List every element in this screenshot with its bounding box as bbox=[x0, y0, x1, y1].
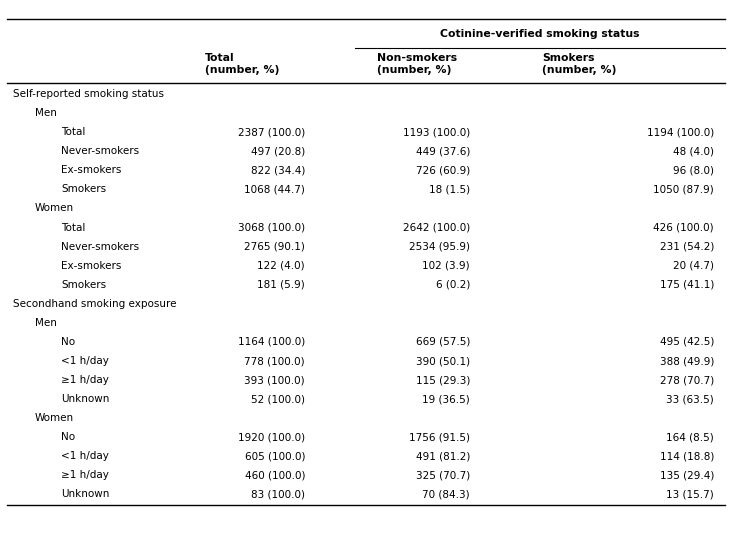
Text: 70 (84.3): 70 (84.3) bbox=[422, 489, 470, 499]
Text: <1 h/day: <1 h/day bbox=[61, 452, 109, 461]
Text: 33 (63.5): 33 (63.5) bbox=[666, 394, 714, 404]
Text: 449 (37.6): 449 (37.6) bbox=[416, 146, 470, 156]
Text: 278 (70.7): 278 (70.7) bbox=[660, 375, 714, 385]
Text: Unknown: Unknown bbox=[61, 394, 110, 404]
Text: 13 (15.7): 13 (15.7) bbox=[666, 489, 714, 499]
Text: 19 (36.5): 19 (36.5) bbox=[422, 394, 470, 404]
Text: Non-smokers
(number, %): Non-smokers (number, %) bbox=[377, 53, 457, 75]
Text: 164 (8.5): 164 (8.5) bbox=[666, 432, 714, 442]
Text: No: No bbox=[61, 337, 75, 347]
Text: 497 (20.8): 497 (20.8) bbox=[251, 146, 305, 156]
Text: 52 (100.0): 52 (100.0) bbox=[251, 394, 305, 404]
Text: 6 (0.2): 6 (0.2) bbox=[436, 279, 470, 290]
Text: 231 (54.2): 231 (54.2) bbox=[660, 242, 714, 252]
Text: 393 (100.0): 393 (100.0) bbox=[244, 375, 305, 385]
Text: <1 h/day: <1 h/day bbox=[61, 356, 109, 366]
Text: Never-smokers: Never-smokers bbox=[61, 242, 139, 252]
Text: 1050 (87.9): 1050 (87.9) bbox=[653, 185, 714, 195]
Text: 48 (4.0): 48 (4.0) bbox=[673, 146, 714, 156]
Text: 605 (100.0): 605 (100.0) bbox=[244, 452, 305, 461]
Text: 96 (8.0): 96 (8.0) bbox=[673, 165, 714, 175]
Text: Men: Men bbox=[34, 318, 56, 328]
Text: Self-reported smoking status: Self-reported smoking status bbox=[13, 89, 164, 99]
Text: Ex-smokers: Ex-smokers bbox=[61, 165, 122, 175]
Text: 1920 (100.0): 1920 (100.0) bbox=[238, 432, 305, 442]
Text: 114 (18.8): 114 (18.8) bbox=[660, 452, 714, 461]
Text: 778 (100.0): 778 (100.0) bbox=[244, 356, 305, 366]
Text: 115 (29.3): 115 (29.3) bbox=[416, 375, 470, 385]
Text: 495 (42.5): 495 (42.5) bbox=[660, 337, 714, 347]
Text: Smokers
(number, %): Smokers (number, %) bbox=[542, 53, 616, 75]
Text: Never-smokers: Never-smokers bbox=[61, 146, 139, 156]
Text: Secondhand smoking exposure: Secondhand smoking exposure bbox=[13, 299, 176, 309]
Text: ≥1 h/day: ≥1 h/day bbox=[61, 470, 109, 481]
Text: 2642 (100.0): 2642 (100.0) bbox=[403, 222, 470, 232]
Text: ≥1 h/day: ≥1 h/day bbox=[61, 375, 109, 385]
Text: Cotinine-verified smoking status: Cotinine-verified smoking status bbox=[440, 28, 640, 39]
Text: 390 (50.1): 390 (50.1) bbox=[416, 356, 470, 366]
Text: Smokers: Smokers bbox=[61, 185, 106, 195]
Text: 1193 (100.0): 1193 (100.0) bbox=[403, 127, 470, 137]
Text: 175 (41.1): 175 (41.1) bbox=[660, 279, 714, 290]
Text: 3068 (100.0): 3068 (100.0) bbox=[238, 222, 305, 232]
Text: 20 (4.7): 20 (4.7) bbox=[673, 261, 714, 271]
Text: 460 (100.0): 460 (100.0) bbox=[244, 470, 305, 481]
Text: 491 (81.2): 491 (81.2) bbox=[416, 452, 470, 461]
Text: 2534 (95.9): 2534 (95.9) bbox=[409, 242, 470, 252]
Text: 325 (70.7): 325 (70.7) bbox=[416, 470, 470, 481]
Text: 1194 (100.0): 1194 (100.0) bbox=[646, 127, 714, 137]
Text: 822 (34.4): 822 (34.4) bbox=[250, 165, 305, 175]
Text: 181 (5.9): 181 (5.9) bbox=[257, 279, 305, 290]
Text: 1164 (100.0): 1164 (100.0) bbox=[238, 337, 305, 347]
Text: Men: Men bbox=[34, 108, 56, 118]
Text: 18 (1.5): 18 (1.5) bbox=[429, 185, 470, 195]
Text: 102 (3.9): 102 (3.9) bbox=[422, 261, 470, 271]
Text: 669 (57.5): 669 (57.5) bbox=[416, 337, 470, 347]
Text: Women: Women bbox=[34, 413, 74, 423]
Text: Total: Total bbox=[61, 127, 86, 137]
Text: Women: Women bbox=[34, 203, 74, 214]
Text: 726 (60.9): 726 (60.9) bbox=[416, 165, 470, 175]
Text: 2387 (100.0): 2387 (100.0) bbox=[238, 127, 305, 137]
Text: 2765 (90.1): 2765 (90.1) bbox=[244, 242, 305, 252]
Text: Smokers: Smokers bbox=[61, 279, 106, 290]
Text: 1068 (44.7): 1068 (44.7) bbox=[244, 185, 305, 195]
Text: No: No bbox=[61, 432, 75, 442]
Text: 122 (4.0): 122 (4.0) bbox=[258, 261, 305, 271]
Text: 135 (29.4): 135 (29.4) bbox=[660, 470, 714, 481]
Text: Total: Total bbox=[61, 222, 86, 232]
Text: Unknown: Unknown bbox=[61, 489, 110, 499]
Text: Total
(number, %): Total (number, %) bbox=[204, 53, 279, 75]
Text: 388 (49.9): 388 (49.9) bbox=[660, 356, 714, 366]
Text: 83 (100.0): 83 (100.0) bbox=[251, 489, 305, 499]
Text: 426 (100.0): 426 (100.0) bbox=[653, 222, 714, 232]
Text: Ex-smokers: Ex-smokers bbox=[61, 261, 122, 271]
Text: 1756 (91.5): 1756 (91.5) bbox=[409, 432, 470, 442]
